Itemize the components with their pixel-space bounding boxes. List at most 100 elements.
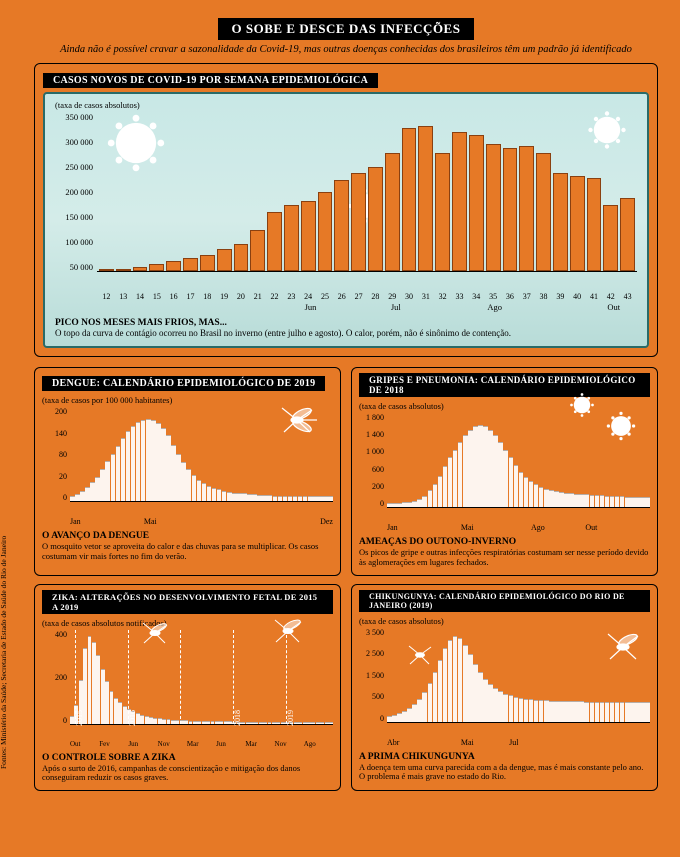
covid-bar xyxy=(435,153,450,271)
chik-bar xyxy=(605,702,610,722)
chik-note-body: A doença tem uma curva parecida com a da… xyxy=(359,763,650,783)
chik-bar xyxy=(468,654,473,721)
covid-bar xyxy=(402,128,417,271)
gripe-note-body: Os picos de gripe e outras infecções res… xyxy=(359,548,650,568)
covid-bar xyxy=(334,180,349,271)
chik-bar xyxy=(630,702,635,722)
zika-bar xyxy=(307,722,311,724)
dengue-bar xyxy=(136,422,141,501)
covid-bar xyxy=(116,269,131,271)
zika-bar xyxy=(246,722,250,724)
covid-bar xyxy=(620,198,635,271)
gripe-bar xyxy=(387,503,392,507)
covid-ylabel: (taxa de casos absolutos) xyxy=(55,100,637,110)
chik-panel: CHIKUNGUNYA: CALENDÁRIO EPIDEMIOLÓGICO D… xyxy=(351,584,658,792)
dengue-bar xyxy=(222,491,227,501)
gripe-bar xyxy=(529,481,534,507)
zika-bar xyxy=(123,706,127,723)
zika-bar xyxy=(263,722,267,724)
covid-bar xyxy=(418,126,433,271)
gripe-bar xyxy=(483,426,488,507)
zika-bar xyxy=(158,718,162,723)
covid-bar xyxy=(200,255,215,271)
zika-bar xyxy=(320,722,324,724)
chik-bar xyxy=(579,701,584,721)
covid-bar xyxy=(553,173,568,271)
gripe-bar xyxy=(574,494,579,507)
chik-bar xyxy=(458,638,463,721)
dengue-bar xyxy=(95,477,100,501)
dengue-bar xyxy=(257,495,262,501)
gripe-bar xyxy=(615,496,620,507)
gripe-bar xyxy=(478,425,483,508)
gripe-bar xyxy=(524,477,529,507)
zika-bar xyxy=(272,722,276,724)
zika-bar xyxy=(114,698,118,724)
chik-bar xyxy=(478,672,483,722)
dengue-bar xyxy=(105,461,110,501)
chik-ylabel: (taxa de casos absolutos) xyxy=(359,616,650,626)
dengue-bar xyxy=(267,495,272,501)
dengue-bar xyxy=(111,454,116,501)
zika-bar xyxy=(92,642,96,723)
zika-bar xyxy=(101,669,105,724)
zika-bar xyxy=(250,722,254,724)
zika-bar xyxy=(298,722,302,724)
dengue-note-title: O AVANÇO DA DENGUE xyxy=(42,531,333,541)
dengue-panel: DENGUE: CALENDÁRIO EPIDEMIOLÓGICO DE 201… xyxy=(34,367,341,576)
gripe-bar xyxy=(433,484,438,508)
gripe-bar xyxy=(402,502,407,507)
dengue-bar xyxy=(121,438,126,501)
zika-bar xyxy=(110,691,114,724)
chik-bar xyxy=(635,702,640,721)
gripe-bar xyxy=(635,497,640,507)
zika-bar xyxy=(259,722,263,724)
covid-bar xyxy=(351,173,366,271)
covid-bar xyxy=(217,249,232,271)
chik-bar xyxy=(453,636,458,722)
gripe-bar xyxy=(640,497,645,507)
chik-bar xyxy=(625,702,630,722)
covid-header: CASOS NOVOS DE COVID-19 POR SEMANA EPIDE… xyxy=(43,73,378,88)
zika-bar xyxy=(276,722,280,724)
chik-bar xyxy=(600,702,605,722)
dengue-bar xyxy=(192,475,197,501)
gripe-bar xyxy=(488,430,493,507)
gripe-bar xyxy=(443,466,448,507)
dengue-bar xyxy=(202,483,207,501)
covid-bar xyxy=(452,132,467,271)
dengue-bar xyxy=(293,496,298,501)
dengue-bar xyxy=(232,493,237,501)
zika-bar xyxy=(118,702,122,723)
main-title: O SOBE E DESCE DAS INFECÇÕES xyxy=(218,18,475,40)
zika-header: ZIKA: ALTERAÇÕES NO DESENVOLVIMENTO FETA… xyxy=(42,590,333,614)
gripe-bar xyxy=(645,497,650,507)
dengue-bar xyxy=(100,469,105,501)
chik-bar xyxy=(488,684,493,722)
dengue-bar xyxy=(262,495,267,501)
chik-bar xyxy=(564,701,569,721)
dengue-bar xyxy=(176,454,181,501)
gripe-bar xyxy=(620,496,625,507)
zika-bar xyxy=(281,722,285,724)
chik-bar xyxy=(524,699,529,722)
covid-bar xyxy=(368,167,383,271)
gripe-bar xyxy=(600,495,605,507)
gripe-bar xyxy=(569,493,574,507)
covid-bar xyxy=(301,201,316,271)
zika-bar xyxy=(224,721,228,723)
zika-bar xyxy=(189,721,193,724)
gripe-bar xyxy=(630,497,635,507)
dengue-bar xyxy=(252,494,257,501)
zika-bar xyxy=(184,720,188,723)
dengue-bar xyxy=(278,496,283,501)
dengue-bar xyxy=(227,492,232,501)
gripe-bar xyxy=(544,489,549,507)
covid-note-body: O topo da curva de contágio ocorreu no B… xyxy=(55,328,637,338)
zika-bar xyxy=(268,722,272,724)
chik-bar xyxy=(433,672,438,722)
gripe-bar xyxy=(428,490,433,507)
chik-bar xyxy=(509,695,514,721)
dengue-bar xyxy=(70,496,75,501)
chik-bar xyxy=(554,701,559,722)
